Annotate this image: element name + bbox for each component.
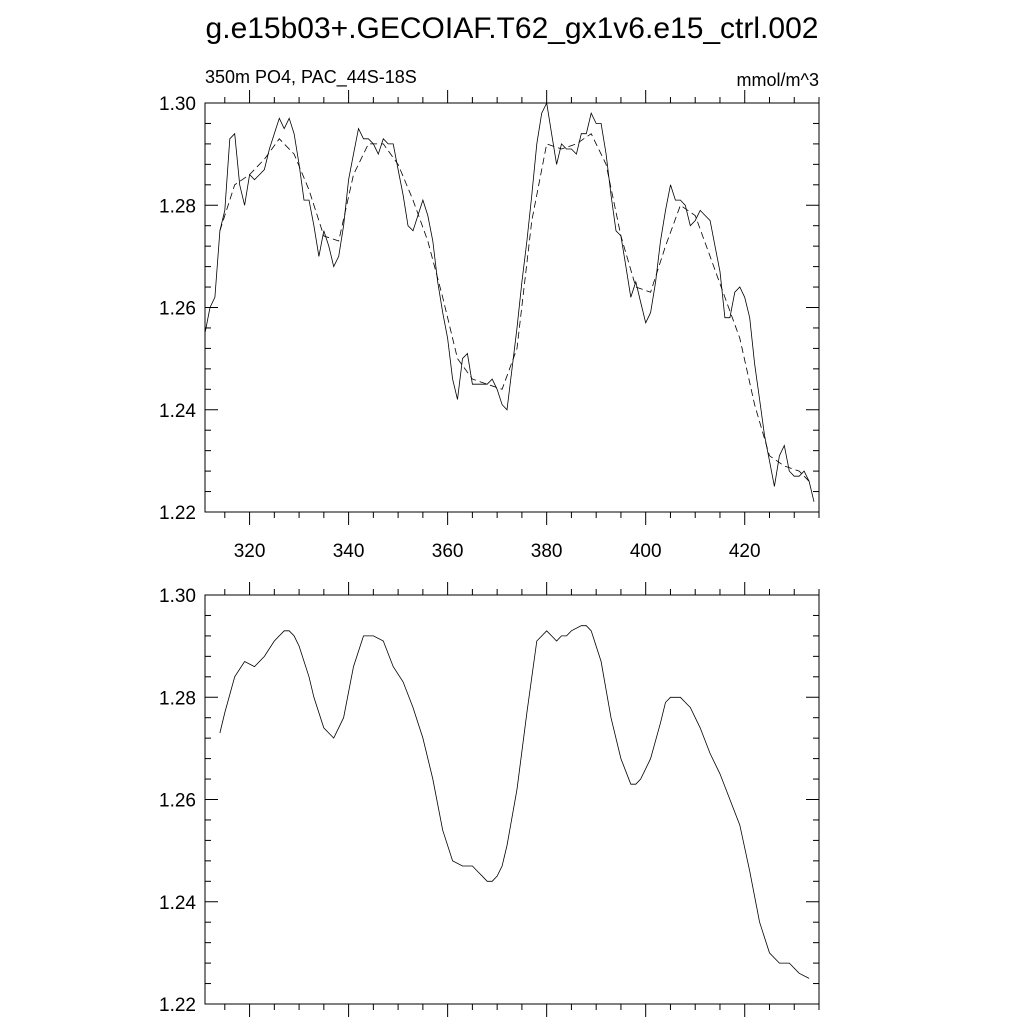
top-y-tick-label: 1.26 — [159, 299, 196, 320]
bottom-y-tick-label: 1.30 — [159, 586, 196, 607]
top-panel-subtitle-left: 350m PO4, PAC_44S-18S — [205, 67, 417, 88]
bottom-y-tick-label: 1.24 — [159, 893, 196, 914]
top-series-smoothed-line — [219, 133, 810, 482]
bottom-y-tick-label: 1.28 — [159, 688, 196, 709]
top-y-tick-label: 1.28 — [159, 196, 196, 217]
bottom-y-tick-label: 1.22 — [159, 995, 196, 1016]
bottom-panel: 1.22 1.24 1.26 1.28 1.30 — [159, 582, 820, 1017]
top-y-tick-label: 1.22 — [159, 503, 196, 524]
top-x-tick-label: 320 — [234, 541, 266, 562]
top-y-tick-label: 1.30 — [159, 94, 196, 115]
chart-title: g.e15b03+.GECOIAF.T62_gx1v6.e15_ctrl.002 — [206, 12, 819, 45]
top-plot-frame — [204, 102, 820, 513]
top-x-tick-label: 360 — [432, 541, 464, 562]
bottom-series-lines — [219, 625, 810, 979]
bottom-plot-frame — [204, 594, 820, 1005]
top-y-tick-label: 1.24 — [159, 401, 196, 422]
bottom-y-tick-label: 1.26 — [159, 791, 196, 812]
top-series-lines — [204, 101, 815, 502]
top-x-tick-label: 420 — [729, 541, 761, 562]
top-axis-ticks: 1.22 1.24 1.26 1.28 1.30 320 340 360 380 400 420 — [159, 90, 820, 562]
bottom-axis-ticks: 1.22 1.24 1.26 1.28 1.30 — [159, 582, 820, 1017]
top-x-tick-label: 380 — [531, 541, 563, 562]
top-panel-units-label: mmol/m^3 — [737, 70, 819, 90]
top-series-line — [204, 101, 815, 502]
top-x-tick-label: 340 — [333, 541, 365, 562]
top-panel: 350m PO4, PAC_44S-18S mmol/m^3 1.221.241… — [159, 67, 820, 562]
bottom-series-line — [219, 625, 810, 979]
top-x-tick-label: 400 — [630, 541, 662, 562]
